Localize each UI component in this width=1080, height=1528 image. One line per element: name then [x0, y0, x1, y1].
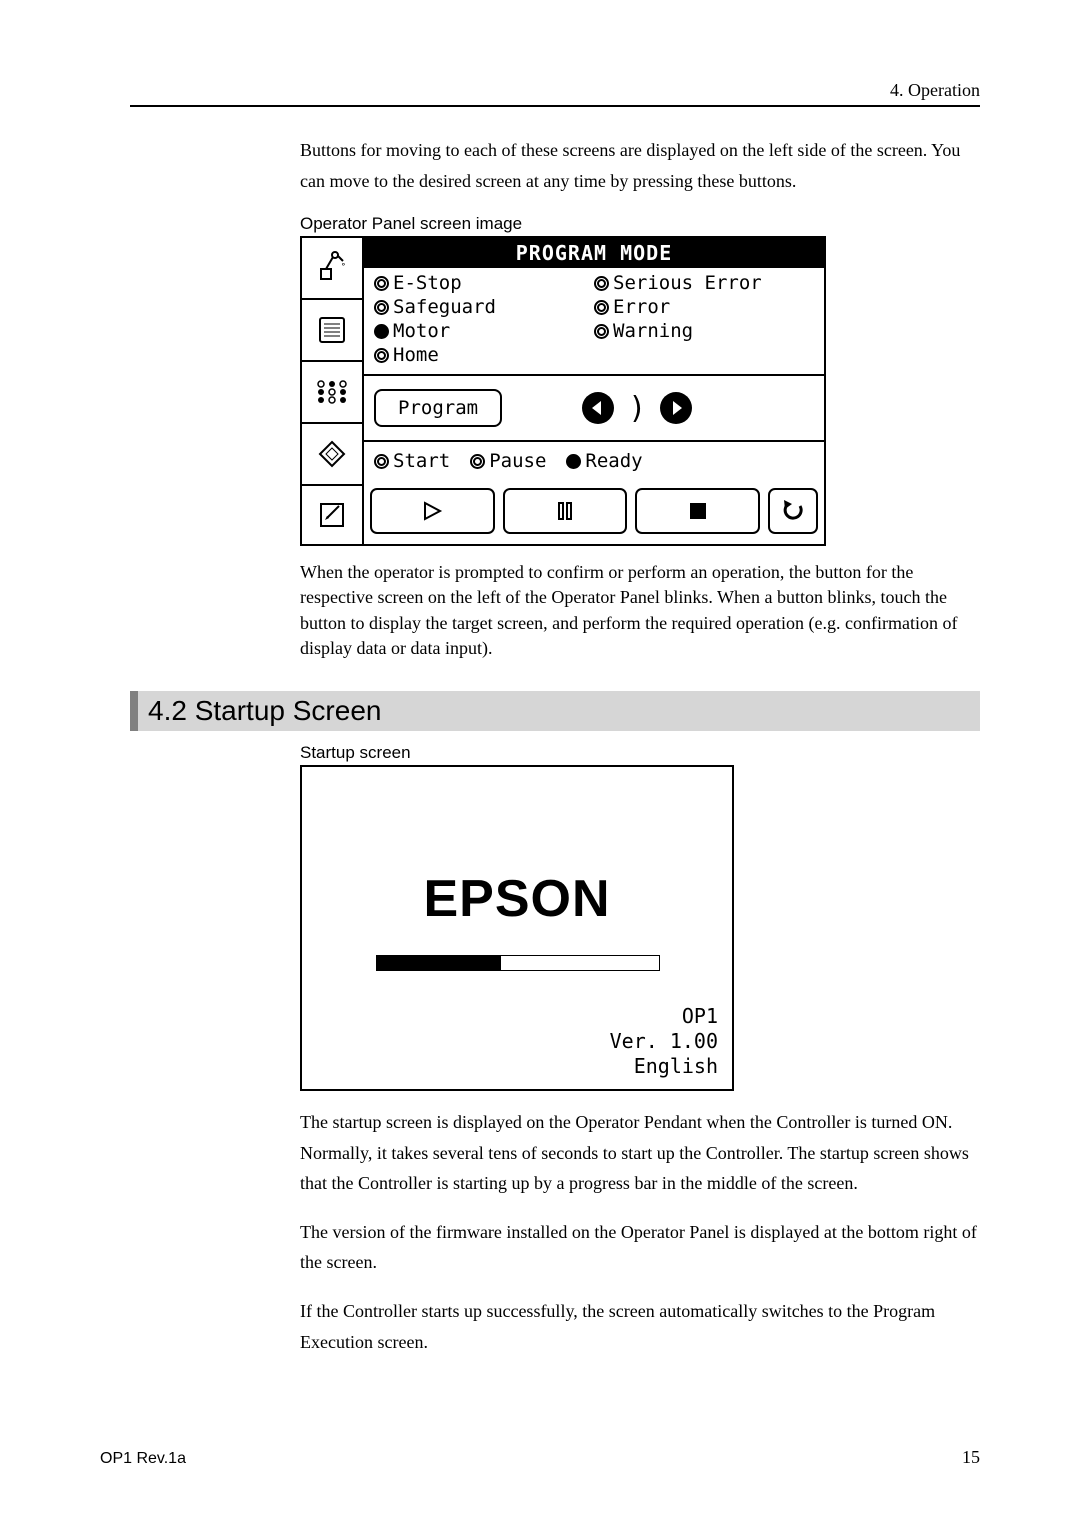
intro-paragraph: Buttons for moving to each of these scre… [300, 135, 980, 196]
arrow-left-icon [588, 398, 608, 418]
status-error: Error [594, 296, 814, 318]
dots-icon [315, 379, 349, 405]
model-label: OP1 [610, 1004, 718, 1029]
status-safeguard: Safeguard [374, 296, 594, 318]
control-row [364, 480, 824, 544]
play-icon [421, 500, 443, 522]
epson-logo: EPSON [302, 869, 732, 929]
language-label: English [610, 1054, 718, 1079]
panel-caption: Operator Panel screen image [300, 214, 980, 234]
status-label: Warning [613, 320, 693, 342]
list-icon [317, 315, 347, 345]
arrow-right-icon [666, 398, 686, 418]
version-label: Ver. 1.00 [610, 1029, 718, 1054]
svg-text:⚬: ⚬ [340, 260, 347, 269]
nav-robot-icon[interactable]: ⚬ [302, 238, 362, 300]
stop-icon [690, 503, 706, 519]
footer-left: OP1 Rev.1a [100, 1450, 186, 1468]
program-row: Program ) [364, 376, 824, 442]
lamp-on-icon [566, 454, 581, 469]
program-button[interactable]: Program [374, 389, 502, 427]
lamp-off-icon [594, 324, 609, 339]
startup-caption: Startup screen [300, 743, 980, 763]
pause-icon [555, 501, 575, 521]
diamond-icon [317, 439, 347, 469]
nav-list-icon[interactable] [302, 300, 362, 362]
panel-main: PROGRAM MODE E-Stop Serious Error Safegu… [364, 238, 824, 544]
status-label: Pause [489, 450, 546, 472]
memo-icon [317, 500, 347, 530]
play-button[interactable] [370, 488, 495, 534]
status-label: Ready [585, 450, 642, 472]
startup-screen: EPSON OP1 Ver. 1.00 English [300, 765, 734, 1091]
status-label: Serious Error [613, 272, 762, 294]
robot-icon: ⚬ [315, 251, 349, 285]
chapter-header: 4. Operation [130, 80, 980, 101]
page-number: 15 [962, 1447, 980, 1468]
after-panel-text: When the operator is prompted to confirm… [300, 560, 980, 661]
lamp-off-icon [374, 276, 389, 291]
status-motor: Motor [374, 320, 594, 342]
nav-prev-button[interactable] [582, 392, 614, 424]
nav-diamond-icon[interactable] [302, 424, 362, 486]
progress-bar [376, 955, 660, 971]
progress-fill [377, 956, 501, 970]
status-serious-error: Serious Error [594, 272, 814, 294]
panel-sidebar: ⚬ [302, 238, 364, 544]
status-warning: Warning [594, 320, 814, 342]
nav-io-icon[interactable] [302, 362, 362, 424]
run-status-row: Start Pause Ready [364, 442, 824, 480]
nav-memo-icon[interactable] [302, 486, 362, 544]
status-start: Start [374, 450, 450, 472]
status-ready: Ready [566, 450, 642, 472]
body-p2: The version of the firmware installed on… [300, 1217, 980, 1278]
lamp-off-icon [374, 300, 389, 315]
lamp-off-icon [374, 454, 389, 469]
version-block: OP1 Ver. 1.00 English [610, 1004, 718, 1079]
lamp-off-icon [374, 348, 389, 363]
status-grid: E-Stop Serious Error Safeguard Error Mot… [364, 268, 824, 376]
status-label: Motor [393, 320, 450, 342]
undo-button[interactable] [768, 488, 818, 534]
status-pause: Pause [470, 450, 546, 472]
status-label: E-Stop [393, 272, 462, 294]
lamp-off-icon [594, 276, 609, 291]
section-heading: 4.2 Startup Screen [130, 691, 980, 731]
status-estop: E-Stop [374, 272, 594, 294]
nav-next-button[interactable] [660, 392, 692, 424]
header-rule [130, 105, 980, 107]
status-label: Error [613, 296, 670, 318]
separator: ) [628, 391, 646, 426]
operator-panel: ⚬ [300, 236, 826, 546]
status-label: Home [393, 344, 439, 366]
body-p3: If the Controller starts up successfully… [300, 1296, 980, 1357]
panel-title: PROGRAM MODE [364, 238, 824, 268]
lamp-off-icon [594, 300, 609, 315]
lamp-off-icon [470, 454, 485, 469]
lamp-on-icon [374, 324, 389, 339]
status-home: Home [374, 344, 594, 366]
status-label: Start [393, 450, 450, 472]
stop-button[interactable] [635, 488, 760, 534]
status-label: Safeguard [393, 296, 496, 318]
pause-button[interactable] [503, 488, 628, 534]
undo-icon [780, 498, 806, 524]
body-p1: The startup screen is displayed on the O… [300, 1107, 980, 1199]
